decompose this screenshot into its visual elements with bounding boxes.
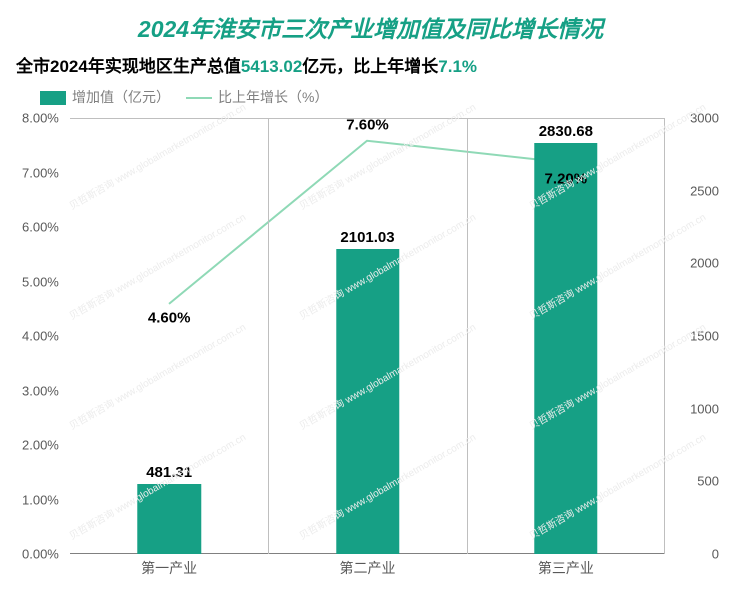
legend: 增加值（亿元） 比上年增长（%） xyxy=(0,77,741,107)
chart-area: 050010001500200025003000 0.00%1.00%2.00%… xyxy=(16,118,725,582)
x-label: 第二产业 xyxy=(340,558,396,578)
legend-bar: 增加值（亿元） xyxy=(40,87,170,107)
plot-area: 481.31 2101.03 2830.68 4.60% 7.60% 7.20% xyxy=(70,118,665,554)
line-swatch-icon xyxy=(186,97,212,99)
legend-line: 比上年增长（%） xyxy=(186,87,328,107)
legend-bar-label: 增加值（亿元） xyxy=(72,89,170,105)
subtitle-text-2: 亿元，比上年增长 xyxy=(302,57,438,76)
chart-subtitle: 全市2024年实现地区生产总值5413.02亿元，比上年增长7.1% xyxy=(0,44,741,77)
subtitle-growth: 7.1% xyxy=(438,57,477,76)
subtitle-gdp: 5413.02 xyxy=(241,57,302,76)
bar xyxy=(137,484,200,554)
gridline-v xyxy=(467,119,468,554)
subtitle-text-1: 全市2024年实现地区生产总值 xyxy=(16,57,241,76)
bar-value-label: 2830.68 xyxy=(539,123,593,140)
growth-label: 7.60% xyxy=(346,116,389,133)
x-label: 第三产业 xyxy=(538,558,594,578)
growth-label: 7.20% xyxy=(545,170,588,187)
x-label: 第一产业 xyxy=(141,558,197,578)
bar xyxy=(336,249,399,554)
bar-value-label: 481.31 xyxy=(146,464,192,481)
bar xyxy=(534,143,597,554)
growth-label: 4.60% xyxy=(148,310,191,327)
gridline-v xyxy=(268,119,269,554)
bar-value-label: 2101.03 xyxy=(340,229,394,246)
bar-swatch-icon xyxy=(40,91,66,105)
legend-line-label: 比上年增长（%） xyxy=(218,89,328,105)
chart-title: 2024年淮安市三次产业增加值及同比增长情况 xyxy=(0,0,741,44)
